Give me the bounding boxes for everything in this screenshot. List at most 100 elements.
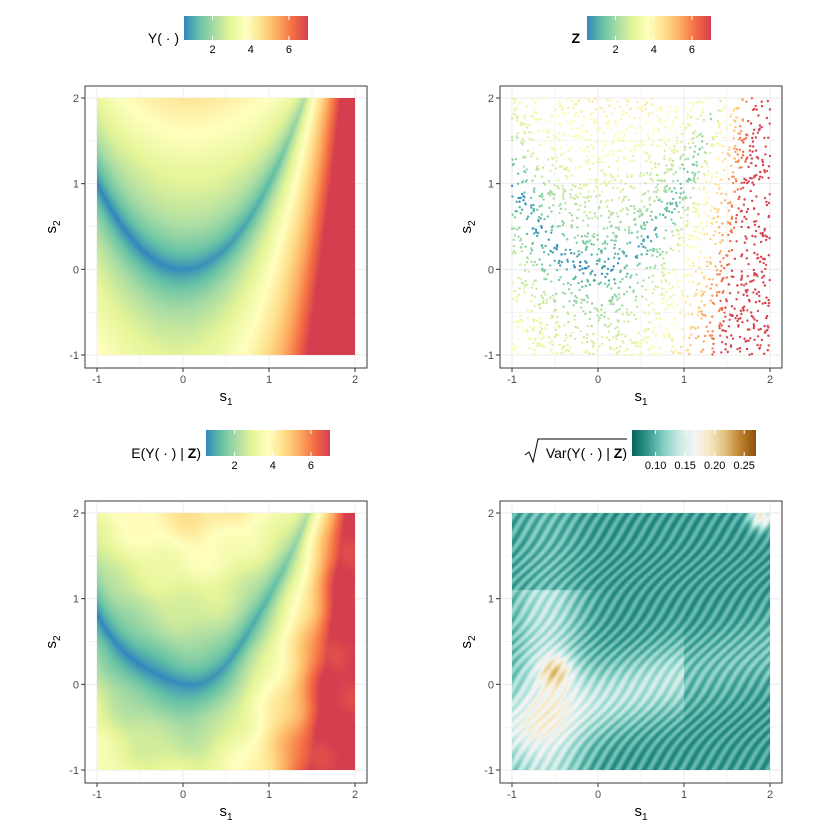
scatter-point [673, 145, 676, 148]
scatter-point [686, 214, 689, 217]
scatter-point [656, 183, 659, 186]
scatter-point [576, 226, 579, 229]
scatter-point [645, 337, 648, 340]
scatter-point [661, 287, 664, 290]
scatter-point [744, 160, 747, 163]
scatter-point [720, 324, 723, 327]
scatter-point [655, 352, 659, 355]
scatter-point [510, 184, 514, 187]
scatter-point [753, 243, 756, 246]
scatter-point [706, 165, 709, 168]
scatter-point [759, 255, 763, 258]
scatter-point [760, 270, 764, 273]
scatter-point [539, 317, 542, 320]
scatter-point [542, 301, 545, 305]
scatter-point [746, 294, 749, 297]
scatter-point [705, 162, 709, 165]
scatter-point [569, 193, 572, 196]
scatter-point [711, 301, 715, 305]
scatter-point [601, 342, 604, 346]
scatter-point [666, 202, 669, 205]
scatter-point [613, 135, 616, 138]
scatter-point [540, 321, 543, 324]
scatter-point [529, 252, 532, 255]
scatter-point [546, 131, 550, 135]
scatter-point [734, 150, 737, 153]
scatter-point [752, 291, 755, 294]
scatter-point [539, 143, 542, 146]
scatter-point [649, 266, 652, 269]
scatter-point [558, 138, 561, 141]
scatter-point [585, 183, 588, 186]
scatter-point [679, 155, 682, 158]
scatter-point [630, 274, 633, 277]
scatter-point [512, 320, 516, 324]
scatter-point [729, 239, 732, 243]
scatter-point [618, 307, 621, 311]
scatter-point [633, 342, 637, 345]
scatter-point [677, 229, 680, 232]
scatter-point [610, 199, 614, 202]
scatter-point [606, 199, 609, 202]
scatter-point [755, 273, 758, 276]
scatter-point [616, 168, 620, 171]
scatter-point [629, 276, 632, 279]
scatter-point [722, 107, 725, 111]
scatter-point [529, 196, 533, 200]
scatter-point [567, 149, 570, 152]
scatter-point [539, 330, 542, 333]
scatter-point [574, 337, 577, 341]
scatter-point [710, 143, 714, 146]
scatter-point [740, 312, 743, 316]
scatter-point [737, 138, 741, 141]
scatter-point [541, 166, 545, 169]
scatter-point [614, 120, 617, 123]
legend-tick-label: 0.25 [733, 460, 754, 472]
scatter-point [715, 141, 718, 145]
scatter-point [768, 154, 772, 158]
scatter-point [742, 138, 746, 141]
scatter-point [694, 145, 697, 148]
scatter-point [590, 302, 594, 305]
scatter-point [732, 137, 735, 140]
scatter-point [607, 181, 611, 184]
scatter-point [718, 290, 721, 294]
scatter-point [678, 244, 681, 247]
panel-frame [499, 500, 783, 784]
scatter-point [644, 246, 647, 249]
scatter-point [670, 303, 673, 306]
scatter-point [558, 343, 561, 347]
scatter-point [525, 261, 529, 264]
scatter-point [531, 132, 534, 135]
scatter-point [604, 200, 607, 203]
scatter-point [636, 281, 639, 284]
scatter-point [720, 308, 724, 311]
scatter-point [512, 297, 515, 300]
scatter-point [521, 243, 524, 246]
scatter-point [653, 345, 656, 348]
scatter-point [703, 160, 707, 163]
scatter-point [537, 216, 541, 219]
y-tick-label: 1 [488, 179, 494, 191]
scatter-point [622, 251, 626, 254]
scatter-point [760, 105, 764, 108]
scatter-point [638, 125, 641, 128]
scatter-point [696, 326, 700, 329]
scatter-point [530, 212, 533, 215]
scatter-point [607, 154, 610, 157]
scatter-point [660, 105, 663, 108]
scatter-point [526, 257, 529, 260]
scatter-point [612, 186, 615, 189]
scatter-point [574, 294, 577, 298]
scatter-point [641, 339, 645, 342]
scatter-point [579, 204, 582, 207]
scatter-point [589, 239, 592, 242]
scatter-point [543, 345, 546, 348]
scatter-point [693, 295, 696, 298]
scatter-point [764, 238, 768, 242]
scatter-point [547, 336, 551, 339]
scatter-point [724, 348, 727, 351]
scatter-point [602, 131, 605, 135]
scatter-point [613, 107, 616, 110]
